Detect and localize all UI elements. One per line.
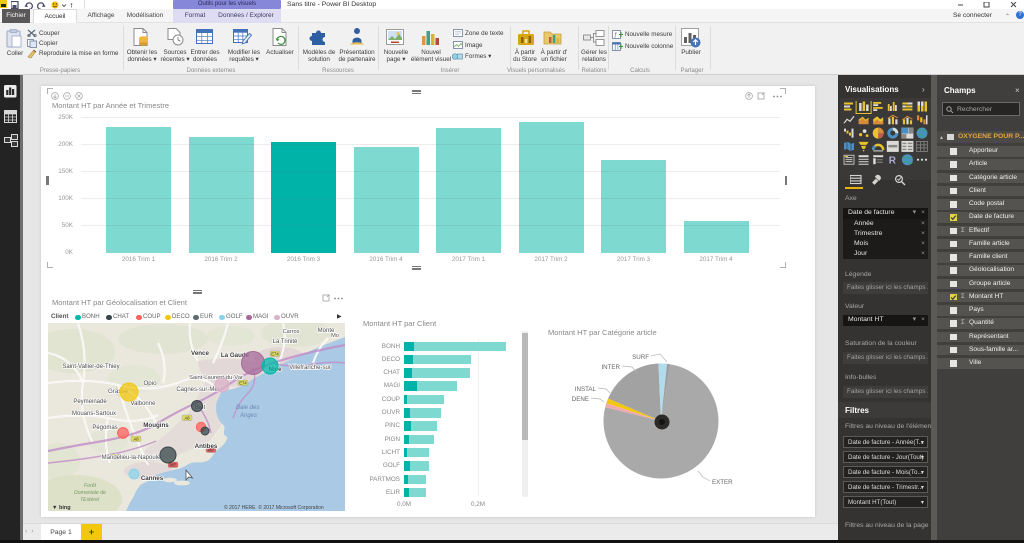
svg-text:Mandelieu-la-Napoule: Mandelieu-la-Napoule	[102, 455, 161, 461]
svg-text:INSTAL: INSTAL	[575, 386, 597, 393]
svg-text:Grasse: Grasse	[108, 388, 129, 395]
svg-text:Peymeinade: Peymeinade	[73, 399, 107, 405]
svg-text:Mo: Mo	[331, 333, 339, 339]
svg-text:R: R	[889, 156, 897, 167]
svg-text:Carros: Carros	[283, 329, 300, 335]
svg-text:Cannes: Cannes	[141, 475, 164, 482]
svg-text:M7: M7	[170, 462, 176, 467]
svg-text:Villefranche-sur: Villefranche-sur	[289, 365, 331, 371]
svg-text:Monte: Monte	[318, 328, 335, 334]
svg-text:Saint-Vallier-de-Thiey: Saint-Vallier-de-Thiey	[62, 364, 119, 370]
svg-text:EXTER: EXTER	[712, 479, 733, 486]
svg-text:SURF: SURF	[632, 354, 649, 361]
svg-text:INTER: INTER	[601, 364, 620, 371]
svg-text:A8: A8	[133, 436, 139, 441]
svg-text:Valbonne: Valbonne	[131, 401, 157, 407]
svg-text:E80: E80	[111, 454, 119, 459]
svg-text:Domaniale de: Domaniale de	[74, 490, 106, 496]
svg-text:Forêt: Forêt	[84, 483, 97, 489]
svg-text:M7: M7	[208, 447, 214, 452]
svg-text:DENE: DENE	[572, 396, 589, 403]
svg-text:Mougins: Mougins	[143, 422, 169, 429]
svg-text:▼ bing: ▼ bing	[52, 505, 71, 511]
svg-text:Anges: Anges	[239, 413, 257, 419]
svg-text:La Trinité: La Trinité	[273, 339, 298, 345]
svg-text:Mouans-Sartoux: Mouans-Sartoux	[72, 411, 116, 417]
svg-text:Opio: Opio	[143, 380, 157, 387]
svg-text:A8: A8	[184, 415, 190, 420]
svg-text:Baie des: Baie des	[236, 405, 259, 411]
svg-text:© 2017 HERE © 2017 Microsoft: © 2017 HERE © 2017 Microsoft Corporation	[224, 504, 324, 511]
svg-text:Antibes: Antibes	[195, 443, 218, 450]
svg-text:E74: E74	[239, 380, 247, 385]
svg-text:ƒ: ƒ	[614, 33, 617, 39]
svg-text:Saint-Laurent-du-Var: Saint-Laurent-du-Var	[189, 375, 243, 381]
svg-text:Vence: Vence	[191, 350, 209, 357]
svg-text:La Gaude: La Gaude	[221, 352, 250, 359]
svg-text:Pégomas: Pégomas	[92, 425, 117, 431]
svg-text:E74: E74	[271, 351, 279, 356]
svg-text:l'Estérel: l'Estérel	[81, 497, 100, 503]
svg-text:Cagnes-sur-Mer: Cagnes-sur-Mer	[176, 387, 219, 393]
